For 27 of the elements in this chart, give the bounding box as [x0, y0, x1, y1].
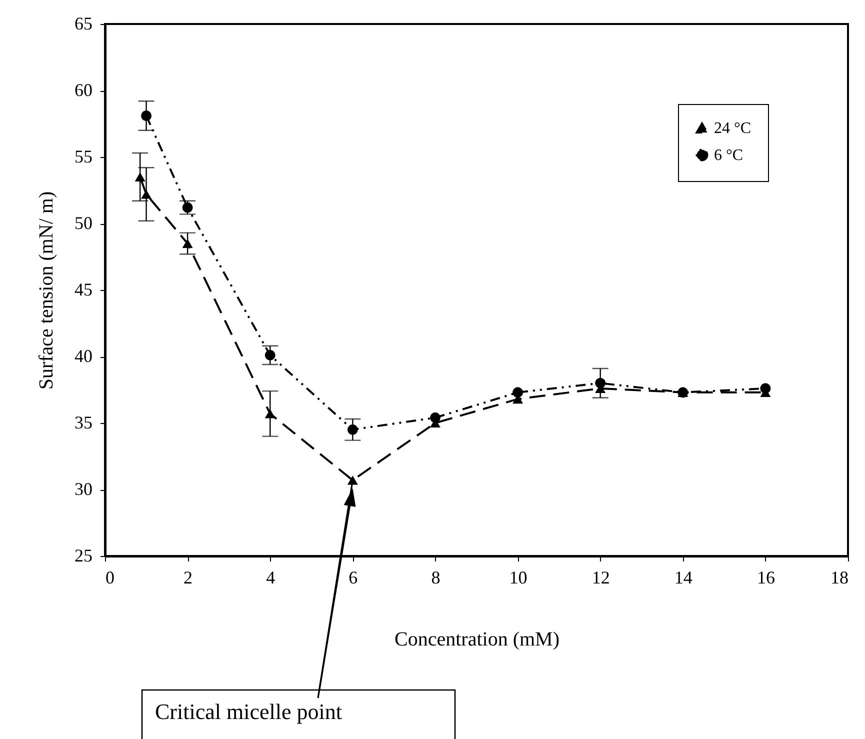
x-tick-label: 2 — [184, 568, 193, 588]
legend-label: 6 °C — [714, 147, 744, 164]
x-tick-label: 8 — [431, 568, 440, 588]
annotation: Critical micelle point — [155, 699, 342, 724]
x-tick-label: 6 — [348, 568, 358, 588]
x-tick-label: 18 — [830, 568, 848, 588]
y-axis-title: Surface tension (mN/ m) — [36, 191, 58, 390]
point — [512, 387, 524, 398]
x-tick-label: 10 — [509, 568, 528, 588]
x-tick-label: 0 — [106, 568, 114, 588]
y-tick-label: 50 — [74, 213, 92, 233]
y-tick-label: 45 — [74, 280, 92, 300]
y-tick-label: 40 — [74, 346, 92, 366]
y-tick-label: 55 — [74, 146, 92, 166]
y-tick-label: 30 — [74, 479, 92, 499]
x-tick-label: 12 — [592, 568, 610, 588]
legend-label: 24 °C — [714, 120, 752, 137]
y-tick-label: 25 — [74, 546, 92, 566]
point — [430, 412, 440, 423]
y-tick-label: 65 — [74, 14, 92, 34]
x-axis-title: Concentration (mM) — [394, 628, 560, 650]
x-tick-label: 4 — [266, 568, 276, 588]
y-tick-label: 35 — [74, 412, 92, 432]
y-tick-label: 60 — [74, 80, 92, 100]
point — [760, 383, 771, 394]
x-tick-label: 16 — [756, 568, 775, 588]
x-tick-label: 14 — [674, 568, 692, 588]
